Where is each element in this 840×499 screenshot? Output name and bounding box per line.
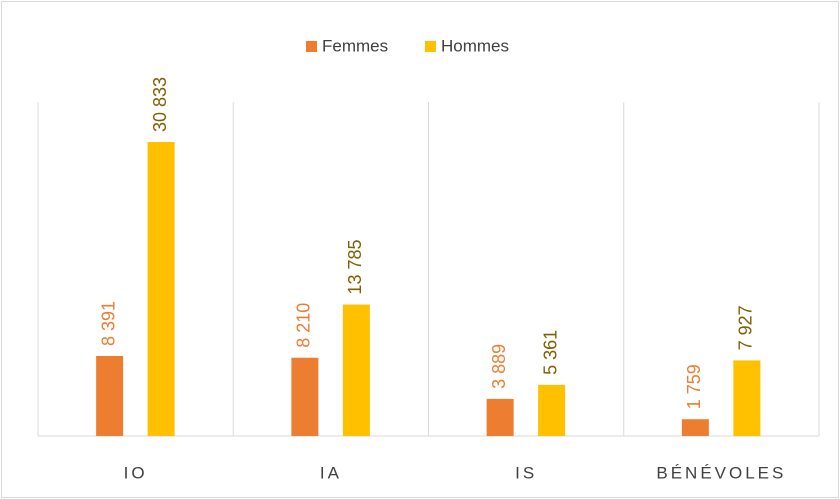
legend-swatch: [425, 41, 436, 52]
bar: [96, 355, 124, 436]
bar: [147, 142, 175, 437]
data-label: 30 833: [150, 77, 170, 132]
legend-swatch: [306, 41, 317, 52]
bar: [342, 304, 370, 436]
x-tick-label: IO: [124, 463, 148, 482]
data-label: 7 927: [736, 305, 756, 350]
bar: [681, 419, 709, 436]
bar: [733, 360, 761, 436]
data-label: 8 210: [294, 303, 314, 348]
data-label: 3 889: [489, 344, 509, 389]
data-label: 1 759: [684, 364, 704, 409]
bar: [486, 398, 514, 436]
data-label: 5 361: [540, 330, 560, 375]
data-label: 8 391: [98, 301, 118, 346]
bar: [291, 357, 319, 436]
x-tick-label: IS: [515, 463, 537, 482]
legend-label: Femmes: [322, 36, 388, 55]
legend-label: Hommes: [441, 36, 509, 55]
bar: [538, 384, 566, 436]
data-label: 13 785: [345, 240, 365, 295]
x-tick-label: BÉNÉVOLES: [656, 463, 786, 482]
x-tick-label: IA: [320, 463, 342, 482]
